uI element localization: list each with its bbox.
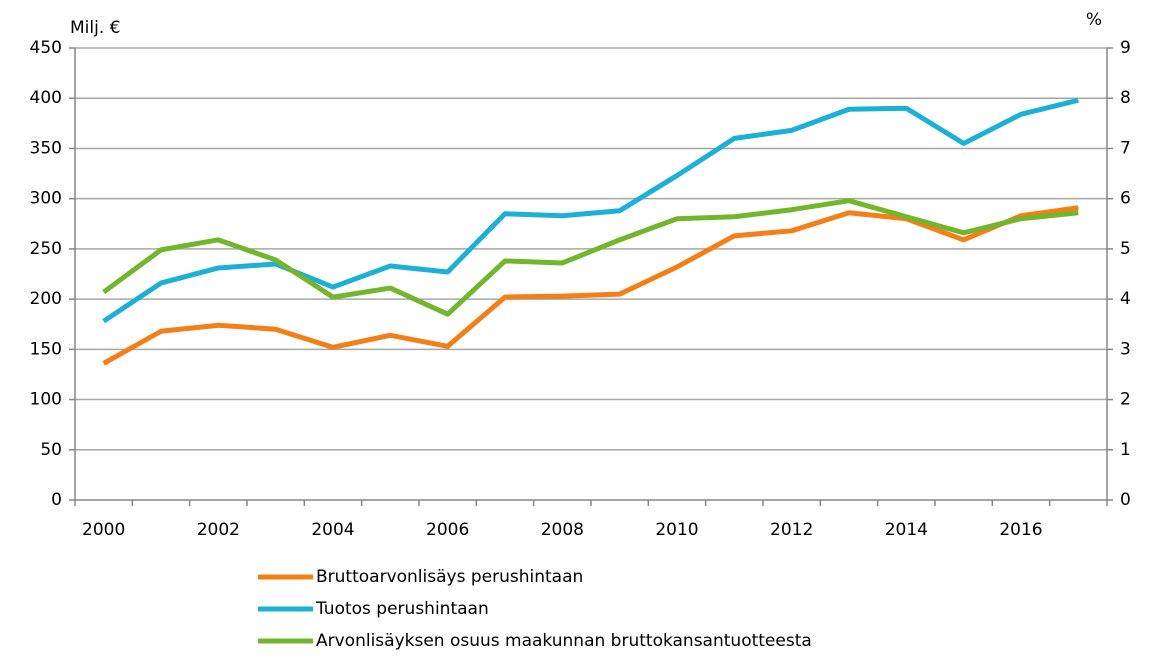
y-tick-label: 450 (30, 38, 62, 58)
x-tick-label: 2006 (426, 520, 469, 540)
x-tick-label: 2004 (311, 520, 354, 540)
y2-tick-label: 3 (1120, 339, 1131, 359)
line-series (102, 198, 1079, 317)
x-tick-label: 2014 (885, 520, 928, 540)
y2-tick-label: 5 (1120, 239, 1131, 259)
y-tick-label: 200 (30, 289, 62, 309)
x-tick-label: 2008 (541, 520, 584, 540)
y-axis-title: Milj. € (70, 18, 120, 38)
y2-tick-label: 2 (1120, 390, 1131, 410)
y2-axis-title: % (1086, 10, 1102, 30)
y2-tick-label: 8 (1120, 88, 1131, 108)
y2-tick-label: 1 (1120, 440, 1131, 460)
y2-tick-label: 4 (1120, 289, 1131, 309)
y2-tick-label: 0 (1120, 490, 1131, 510)
y-tick-label: 250 (30, 239, 62, 259)
y-tick-label: 50 (40, 440, 62, 460)
y2-tick-label: 9 (1120, 38, 1131, 58)
line-series (102, 205, 1079, 366)
legend-label: Tuotos perushintaan (315, 599, 489, 619)
legend-label: Arvonlisäyksen osuus maakunnan bruttokan… (316, 631, 812, 651)
y-tick-label: 300 (30, 189, 62, 209)
y-tick-label: 100 (30, 390, 62, 410)
legend-label: Bruttoarvonlisäys perushintaan (316, 567, 583, 587)
y-tick-label: 400 (30, 88, 62, 108)
x-tick-label: 2002 (197, 520, 240, 540)
x-tick-label: 2012 (770, 520, 813, 540)
y-tick-label: 150 (30, 339, 62, 359)
y2-tick-label: 6 (1120, 189, 1131, 209)
line-series (102, 97, 1079, 324)
y2-tick-label: 7 (1120, 138, 1131, 158)
y-tick-label: 0 (51, 490, 62, 510)
x-tick-label: 2010 (655, 520, 698, 540)
x-tick-label: 2000 (82, 520, 125, 540)
y-tick-label: 350 (30, 138, 62, 158)
x-tick-label: 2016 (999, 520, 1042, 540)
